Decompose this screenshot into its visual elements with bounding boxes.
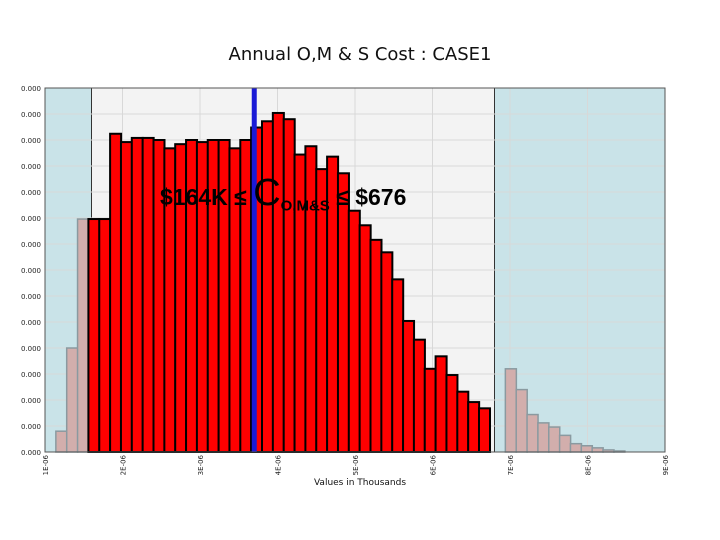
- y-tick-label: 0.000: [21, 241, 41, 249]
- y-tick-label: 0.000: [21, 345, 41, 353]
- histogram-bar-inside: [119, 141, 133, 454]
- histogram-bar-outside: [548, 426, 561, 453]
- histogram-bar-outside: [537, 422, 550, 453]
- histogram-bar-inside: [369, 238, 383, 453]
- annotation-suffix: ≤ $676: [329, 184, 407, 210]
- plot-frame: [44, 87, 666, 453]
- y-tick-label: 0.000: [21, 189, 41, 197]
- histogram-bar-inside: [445, 374, 459, 454]
- x-tick-label: 9E-06: [662, 454, 670, 475]
- histogram-bar-inside: [467, 401, 481, 453]
- histogram-bar-inside: [347, 209, 361, 453]
- x-tick-label: 7E-06: [507, 454, 515, 475]
- histogram-bar-outside: [591, 447, 604, 453]
- histogram-bar-inside: [109, 132, 123, 453]
- x-tick-label: 8E-06: [585, 454, 593, 475]
- histogram-bar-inside: [402, 319, 416, 453]
- histogram-bar-outside: [569, 442, 583, 453]
- histogram-bar-inside: [478, 407, 492, 454]
- x-tick-label: 1E-06: [42, 454, 50, 475]
- histogram-bar-inside: [282, 118, 296, 453]
- histogram-bar-outside: [526, 413, 539, 453]
- histogram-bar-inside: [434, 355, 448, 454]
- annotation-symbol: C: [253, 172, 281, 214]
- y-tick-label: 0.000: [21, 423, 41, 431]
- histogram-bar-inside: [423, 367, 437, 453]
- histogram-bar-outside: [580, 445, 594, 453]
- histogram-bar-outside: [504, 368, 518, 453]
- histogram-bar-inside: [141, 136, 155, 453]
- histogram-bar-inside: [271, 111, 285, 454]
- y-tick-label: 0.000: [21, 397, 41, 405]
- histogram-bar-inside: [261, 120, 275, 453]
- y-tick-label: 0.000: [21, 371, 41, 379]
- histogram-bar-outside: [515, 388, 528, 453]
- histogram-bar-inside: [87, 218, 101, 453]
- x-tick-label: 2E-06: [120, 454, 128, 475]
- histogram-bar-inside: [456, 390, 470, 453]
- y-tick-label: 0.000: [21, 163, 41, 171]
- histogram-bar-inside: [130, 136, 144, 453]
- y-tick-label: 0.000: [21, 111, 41, 119]
- annotation-prefix: $164K ≤: [160, 184, 254, 210]
- y-tick-label: 0.000: [21, 293, 41, 301]
- x-axis-label: Values in Thousands: [313, 478, 407, 488]
- histogram-bar-outside: [55, 430, 68, 453]
- x-tick-label: 3E-06: [197, 454, 205, 475]
- y-tick-label: 0.000: [21, 85, 41, 93]
- y-tick-label: 0.000: [21, 319, 41, 327]
- y-tick-label: 0.000: [21, 267, 41, 275]
- histogram-bar-outside: [558, 434, 572, 453]
- x-tick-label: 6E-06: [430, 454, 438, 475]
- histogram-bar-inside: [336, 172, 350, 453]
- histogram-bar-outside: [65, 347, 79, 453]
- annotation-subscript: O,M&S: [280, 197, 330, 215]
- histogram-bar-inside: [391, 278, 405, 453]
- y-tick-label: 0.000: [21, 137, 41, 145]
- histogram-bar-inside: [98, 218, 112, 453]
- histogram-bar-inside: [358, 224, 372, 453]
- x-tick-label: 5E-06: [352, 454, 360, 475]
- histogram-bar-inside: [380, 251, 394, 453]
- x-tick-label: 4E-06: [275, 454, 283, 475]
- histogram-bar-inside: [412, 338, 426, 453]
- chart-title: Annual O,M & S Cost : CASE1: [228, 44, 492, 65]
- y-tick-label: 0.000: [21, 449, 41, 457]
- histogram-bar-outside: [76, 218, 90, 453]
- cost-range-annotation: $164K ≤ CO,M&S ≤ $676: [160, 172, 406, 215]
- y-tick-label: 0.000: [21, 215, 41, 223]
